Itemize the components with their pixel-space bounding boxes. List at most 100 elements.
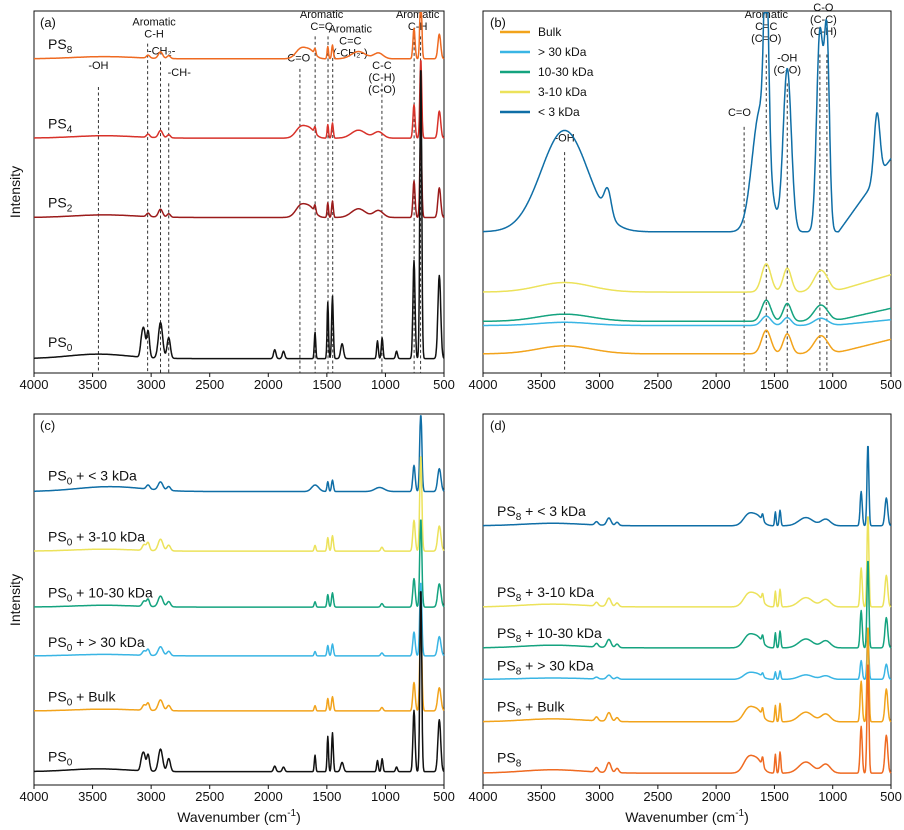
band-annotation: C=O	[728, 107, 751, 119]
x-tick-label: 2500	[195, 377, 224, 392]
series-label: PS4	[48, 115, 73, 135]
series-label: PS0 + 10-30 kDa	[48, 585, 153, 605]
x-tick-label: 1500	[312, 789, 341, 804]
x-tick-label: 500	[433, 377, 455, 392]
series-label: PS0 + > 30 kDa	[48, 634, 145, 654]
x-tick-label: 3000	[137, 789, 166, 804]
legend-entry: < 3 kDa	[538, 105, 580, 119]
spectrum-ps0-bulk	[33, 623, 445, 712]
series-label: PS8 + 3-10 kDa	[497, 584, 594, 604]
spectrum-ps8	[482, 664, 892, 774]
band-annotation: Aromatic C-H	[396, 9, 440, 33]
panel-d-series-labels: PS8 + < 3 kDa PS8 + 3-10 kDa PS8 + 10-30 k…	[497, 503, 602, 770]
panel-c-series-labels: PS0 + < 3 kDa PS0 + 3-10 kDa PS0 + 10-30 k…	[48, 467, 153, 768]
x-tick-label: 4000	[20, 789, 49, 804]
x-tick-label: 500	[880, 789, 902, 804]
band-annotation: Aromatic C=C (-CH₂-)	[329, 24, 373, 60]
series-label: PS8 + 10-30 kDa	[497, 625, 602, 645]
legend-entry: 3-10 kDa	[538, 85, 587, 99]
x-tick-label: 1500	[760, 789, 789, 804]
panel-c-x-axis-label: Wavenumber (cm-1)	[177, 808, 301, 825]
series-label: PS0	[48, 748, 73, 768]
series-label: PS0 + 3-10 kDa	[48, 529, 145, 549]
series-label: PS0 + Bulk	[48, 689, 116, 709]
band-annotation: C-C (C-H) (C-O)	[368, 60, 396, 96]
spectrum-ps0-3-kda	[33, 415, 445, 493]
band-annotation: Aromatic C-H	[132, 16, 176, 40]
series-label: PS8 + < 3 kDa	[497, 503, 586, 523]
spectrum-ps0	[33, 591, 445, 773]
panel-a: (a) Intensity 4000 3500 3000 2500 2000 1500 10…	[7, 9, 455, 392]
x-tick-label: 3000	[585, 377, 614, 392]
x-tick-label: 2500	[195, 789, 224, 804]
x-tick-label: 2000	[702, 789, 731, 804]
spectrum-ps8-30-kda	[482, 635, 892, 681]
x-tick-label: 3500	[78, 789, 107, 804]
panel-b-annotations: -OH C=O Aromatic C=C (C=O) -OH (C-O) C-O (C-C) (C…	[555, 2, 837, 144]
panel-b-frame	[482, 10, 892, 374]
spectrum-10-30-kda	[482, 299, 892, 323]
panel-b-x-ticks: 4000 3500 3000 2500 2000 1500 1000 500	[469, 373, 902, 392]
panel-b-spectra	[482, 12, 892, 355]
spectrum-ps0-3-10-kda	[33, 456, 445, 552]
x-tick-label: 3500	[78, 377, 107, 392]
panel-c-spectra	[33, 415, 445, 773]
x-tick-label: 1500	[312, 377, 341, 392]
panel-d-x-ticks: 4000 3500 3000 2500 2000 1500 1000 500	[469, 785, 902, 804]
band-annotation: -OH	[555, 132, 575, 144]
panel-c-x-ticks: 4000 3500 3000 2500 2000 1500 1000 500	[20, 785, 455, 804]
panel-c-label: (c)	[40, 418, 55, 433]
legend-entry: 10-30 kDa	[538, 65, 594, 79]
x-tick-label: 1500	[760, 377, 789, 392]
panel-a-x-ticks: 4000 3500 3000 2500 2000 1500 1000 500	[20, 373, 455, 392]
x-tick-label: 1000	[818, 789, 847, 804]
x-tick-label: 4000	[469, 377, 498, 392]
x-tick-label: 2000	[254, 789, 283, 804]
x-tick-label: 3500	[527, 377, 556, 392]
band-annotation: -OH	[88, 60, 108, 72]
series-label: PS8	[497, 750, 522, 770]
spectrum-ps8-10-30-kda	[482, 560, 892, 649]
band-annotation: -OH (C-O)	[774, 53, 802, 77]
x-tick-label: 2500	[643, 377, 672, 392]
series-label: PS0 + < 3 kDa	[48, 467, 137, 487]
x-tick-label: 3500	[527, 789, 556, 804]
spectrum-ps8	[33, 12, 445, 60]
series-label: PS2	[48, 195, 73, 215]
spectrum-ps8-3-10-kda	[482, 516, 892, 608]
band-annotation: -CH₂-	[148, 45, 176, 57]
panel-b: (b) 4000 3500 3000 2500 2000 1500 1000 500 -OH C…	[469, 2, 902, 392]
panel-c: (c) Intensity 4000 3500 3000 2500 2000 1500 10…	[7, 413, 455, 825]
legend-entry: > 30 kDa	[538, 45, 587, 59]
x-tick-label: 4000	[20, 377, 49, 392]
spectrum-ps0-30-kda	[33, 582, 445, 657]
series-label: PS8 + Bulk	[497, 699, 565, 719]
band-annotation: C-O (C-C) (C-H)	[810, 2, 837, 38]
panel-c-y-axis-label: Intensity	[7, 574, 23, 626]
panel-a-label: (a)	[40, 15, 56, 30]
spectrum-ps0-10-30-kda	[33, 519, 445, 608]
x-tick-label: 1000	[371, 789, 400, 804]
panel-d: (d) 4000 3500 3000 2500 2000 1500 1000 500 PS8 …	[469, 413, 902, 825]
panel-a-spectra	[33, 12, 445, 360]
band-annotation: -CH-	[168, 67, 192, 79]
x-tick-label: 2500	[643, 789, 672, 804]
spectrum-bulk	[482, 329, 892, 355]
panel-d-frame	[482, 413, 892, 786]
band-annotation: C=O	[287, 53, 310, 65]
panel-d-spectra	[482, 445, 892, 774]
spectrum--3-kda	[482, 12, 892, 233]
panel-d-label: (d)	[490, 418, 506, 433]
panel-c-frame	[33, 413, 445, 786]
x-tick-label: 4000	[469, 789, 498, 804]
spectrum-ps4	[33, 60, 445, 139]
series-label: PS8	[48, 36, 73, 56]
x-tick-label: 2000	[254, 377, 283, 392]
x-tick-label: 1000	[818, 377, 847, 392]
band-annotation: Aromatic C=C	[300, 9, 344, 33]
series-label: PS8 + > 30 kDa	[497, 657, 594, 677]
spectrum-ps2	[33, 132, 445, 219]
spectrum-ps8-bulk	[482, 627, 892, 723]
